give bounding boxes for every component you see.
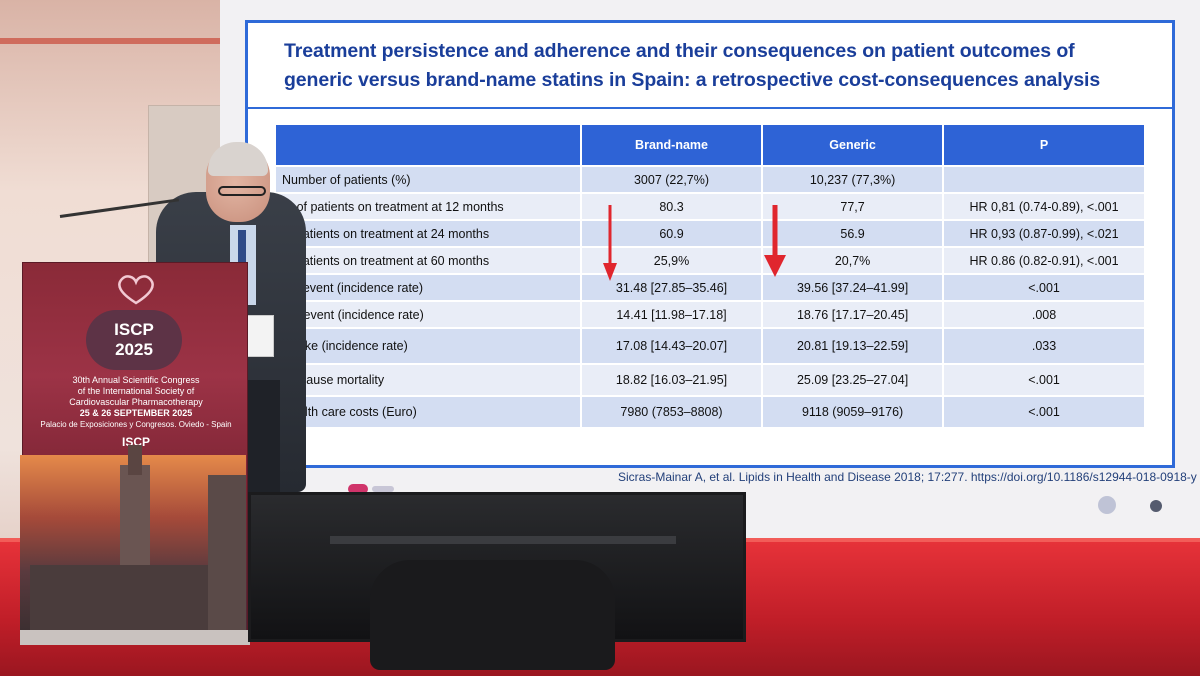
cathedral-facade [30,565,230,635]
podium-congress-line-2: of the International Society of [77,386,195,396]
p-value: .008 [944,302,1144,327]
brand-name-value: 3007 (22,7%) [581,167,762,192]
results-table: Brand-name Generic P Number of patients … [274,123,1146,429]
table-row: CV event (incidence rate) 31.48 [27.85–3… [276,275,1144,300]
podium-dates: 25 & 26 SEPTEMBER 2025 [79,408,193,418]
monitor-strip [330,536,676,544]
podium-congress-line-1: 30th Annual Scientific Congress [72,375,200,385]
generic-value: 18.76 [17.17–20.45] [763,302,943,327]
brand-name-value: 31.48 [27.85–35.46] [581,275,762,300]
generic-value: 10,237 (77,3%) [763,167,943,192]
cathedral-spire [128,445,142,475]
speaker-badge [246,315,274,357]
row-label: of patients on treatment at 60 months [276,248,580,273]
row-label: Stroke (incidence rate) [276,329,580,363]
brand-name-value: 18.82 [16.03–21.95] [581,365,762,395]
monitor-stand-cover [370,560,615,670]
podium-venue: Palacio de Exposiciones y Congresos. Ovi… [40,420,232,429]
table-row: % of patients on treatment at 12 months … [276,194,1144,219]
red-down-arrow-brand [603,205,617,281]
slide: Treatment persistence and adherence and … [245,20,1175,468]
speaker-glasses [218,186,266,196]
slide-footer-logo [348,482,398,496]
p-value: <.001 [944,275,1144,300]
podium-base [20,630,250,645]
slide-citation: Sicras-Mainar A, et al. Lipids in Health… [618,470,1197,484]
generic-value: 25.09 [23.25–27.04] [763,365,943,395]
cathedral-image [20,445,246,635]
header-cell-generic: Generic [763,125,943,165]
row-label: All-cause mortality [276,365,580,395]
generic-value: 56.9 [763,221,943,246]
red-down-arrow-generic [764,205,786,277]
speaker-legs [244,380,280,500]
logo-text-2025: 2025 [115,340,153,359]
p-value: .033 [944,329,1144,363]
slide-title-box: Treatment persistence and adherence and … [248,23,1172,109]
slide-title-line-1: Treatment persistence and adherence and … [284,40,1075,62]
table-row: Health care costs (Euro) 7980 (7853–8808… [276,397,1144,427]
table-row: Stroke (incidence rate) 17.08 [14.43–20.… [276,329,1144,363]
brand-name-value: 25,9% [581,248,762,273]
p-value: <.001 [944,365,1144,395]
row-label: of patients on treatment at 24 months [276,221,580,246]
p-value [944,167,1144,192]
table-row: All-cause mortality 18.82 [16.03–21.95] … [276,365,1144,395]
row-label: CV event (incidence rate) [276,275,580,300]
generic-value: 20.81 [19.13–22.59] [763,329,943,363]
table-row: of patients on treatment at 24 months 60… [276,221,1144,246]
p-value: HR 0.86 (0.82-0.91), <.001 [944,248,1144,273]
row-label: % of patients on treatment at 12 months [276,194,580,219]
p-value: HR 0,81 (0.74-0.89), <.001 [944,194,1144,219]
row-label: HD event (incidence rate) [276,302,580,327]
generic-value: 77,7 [763,194,943,219]
p-value: HR 0,93 (0.87-0.99), <.021 [944,221,1144,246]
table-row: HD event (incidence rate) 14.41 [11.98–1… [276,302,1144,327]
generic-value: 9118 (9059–9176) [763,397,943,427]
brand-name-value: 14.41 [11.98–17.18] [581,302,762,327]
wall-stripe [0,38,225,44]
header-cell-outcome [276,125,580,165]
slide-title-line-2: generic versus brand-name statins in Spa… [284,69,1101,91]
p-value: <.001 [944,397,1144,427]
header-cell-brand-name: Brand-name [581,125,762,165]
row-label: Number of patients (%) [276,167,580,192]
isc-2025-logo: ISCP 2025 [86,310,182,370]
generic-value: 39.56 [37.24–41.99] [763,275,943,300]
podium-congress-line-3: Cardiovascular Pharmacotherapy [69,397,203,407]
slide-decoration-dot [1098,496,1116,514]
generic-value: 20,7% [763,248,943,273]
slide-decoration-dot [1150,500,1162,512]
table-row: Number of patients (%) 3007 (22,7%) 10,2… [276,167,1144,192]
podium-heart-logo [23,275,249,310]
building-right [208,475,246,635]
table-header-row: Brand-name Generic P [276,125,1144,165]
brand-name-value: 7980 (7853–8808) [581,397,762,427]
brand-name-value: 60.9 [581,221,762,246]
logo-text-iscp: ISCP [114,320,154,339]
brand-name-value: 80.3 [581,194,762,219]
table-row: of patients on treatment at 60 months 25… [276,248,1144,273]
brand-name-value: 17.08 [14.43–20.07] [581,329,762,363]
row-label: Health care costs (Euro) [276,397,580,427]
header-cell-p: P [944,125,1144,165]
